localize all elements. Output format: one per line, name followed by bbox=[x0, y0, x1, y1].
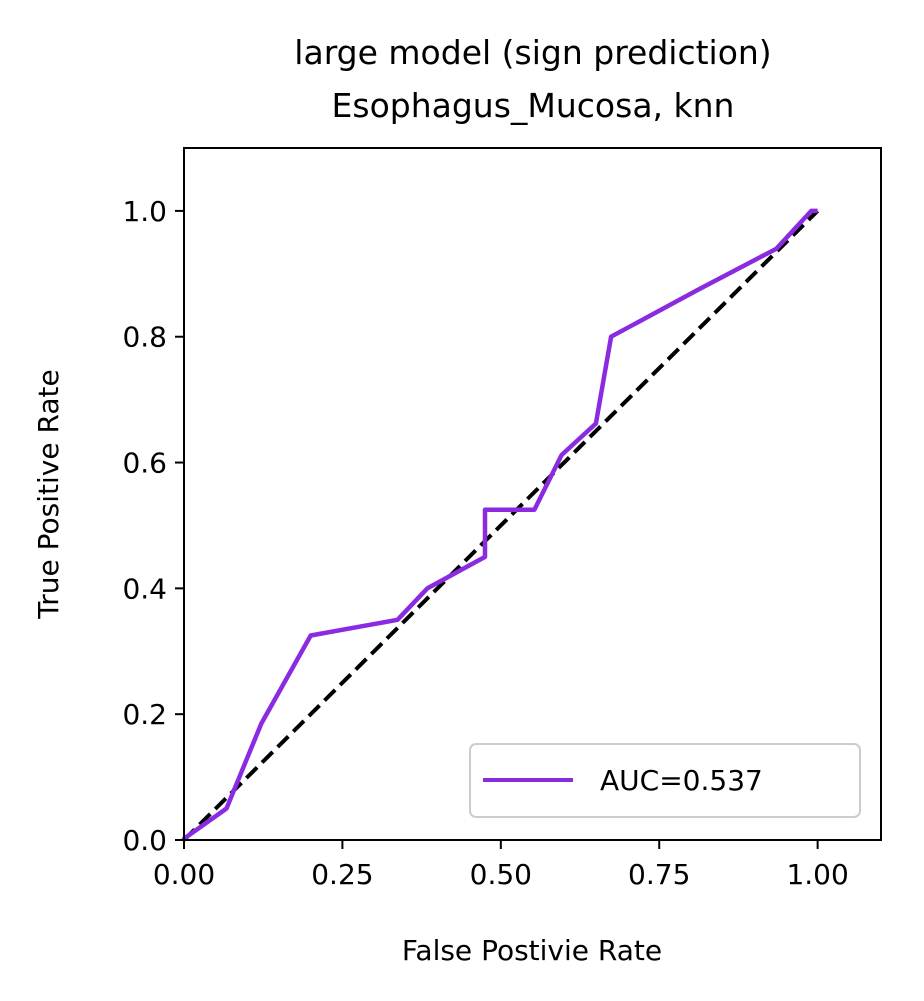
plot-area bbox=[181, 147, 882, 842]
chart-subtitle: Esophagus_Mucosa, knn bbox=[332, 86, 735, 125]
legend-label: AUC=0.537 bbox=[600, 764, 763, 797]
chance-diagonal-line bbox=[182, 209, 820, 842]
y-tick-label: 0.8 bbox=[122, 321, 167, 354]
y-tick-label: 0.2 bbox=[122, 698, 167, 731]
roc-curve-line bbox=[181, 208, 818, 841]
y-axis: 0.0 0.2 0.4 0.6 0.8 1.0 bbox=[122, 195, 184, 857]
y-axis-label: True Positive Rate bbox=[32, 369, 65, 619]
x-axis-label: False Postivie Rate bbox=[402, 934, 662, 967]
x-tick-label: 0.50 bbox=[470, 858, 532, 891]
y-tick-label: 0.0 bbox=[122, 824, 167, 857]
y-tick-label: 1.0 bbox=[122, 195, 167, 228]
x-tick-label: 1.00 bbox=[786, 858, 848, 891]
series-layer bbox=[181, 208, 820, 842]
axes-frame bbox=[183, 147, 882, 841]
legend: AUC=0.537 bbox=[469, 743, 861, 818]
legend-box bbox=[469, 743, 861, 818]
y-tick-label: 0.6 bbox=[122, 447, 167, 480]
chart-title: large model (sign prediction) bbox=[294, 33, 771, 72]
x-tick-label: 0.75 bbox=[628, 858, 690, 891]
x-axis: 0.00 0.25 0.50 0.75 1.00 bbox=[153, 840, 849, 891]
x-tick-label: 0.00 bbox=[153, 858, 215, 891]
x-tick-label: 0.25 bbox=[311, 858, 373, 891]
y-tick-label: 0.4 bbox=[122, 572, 167, 605]
